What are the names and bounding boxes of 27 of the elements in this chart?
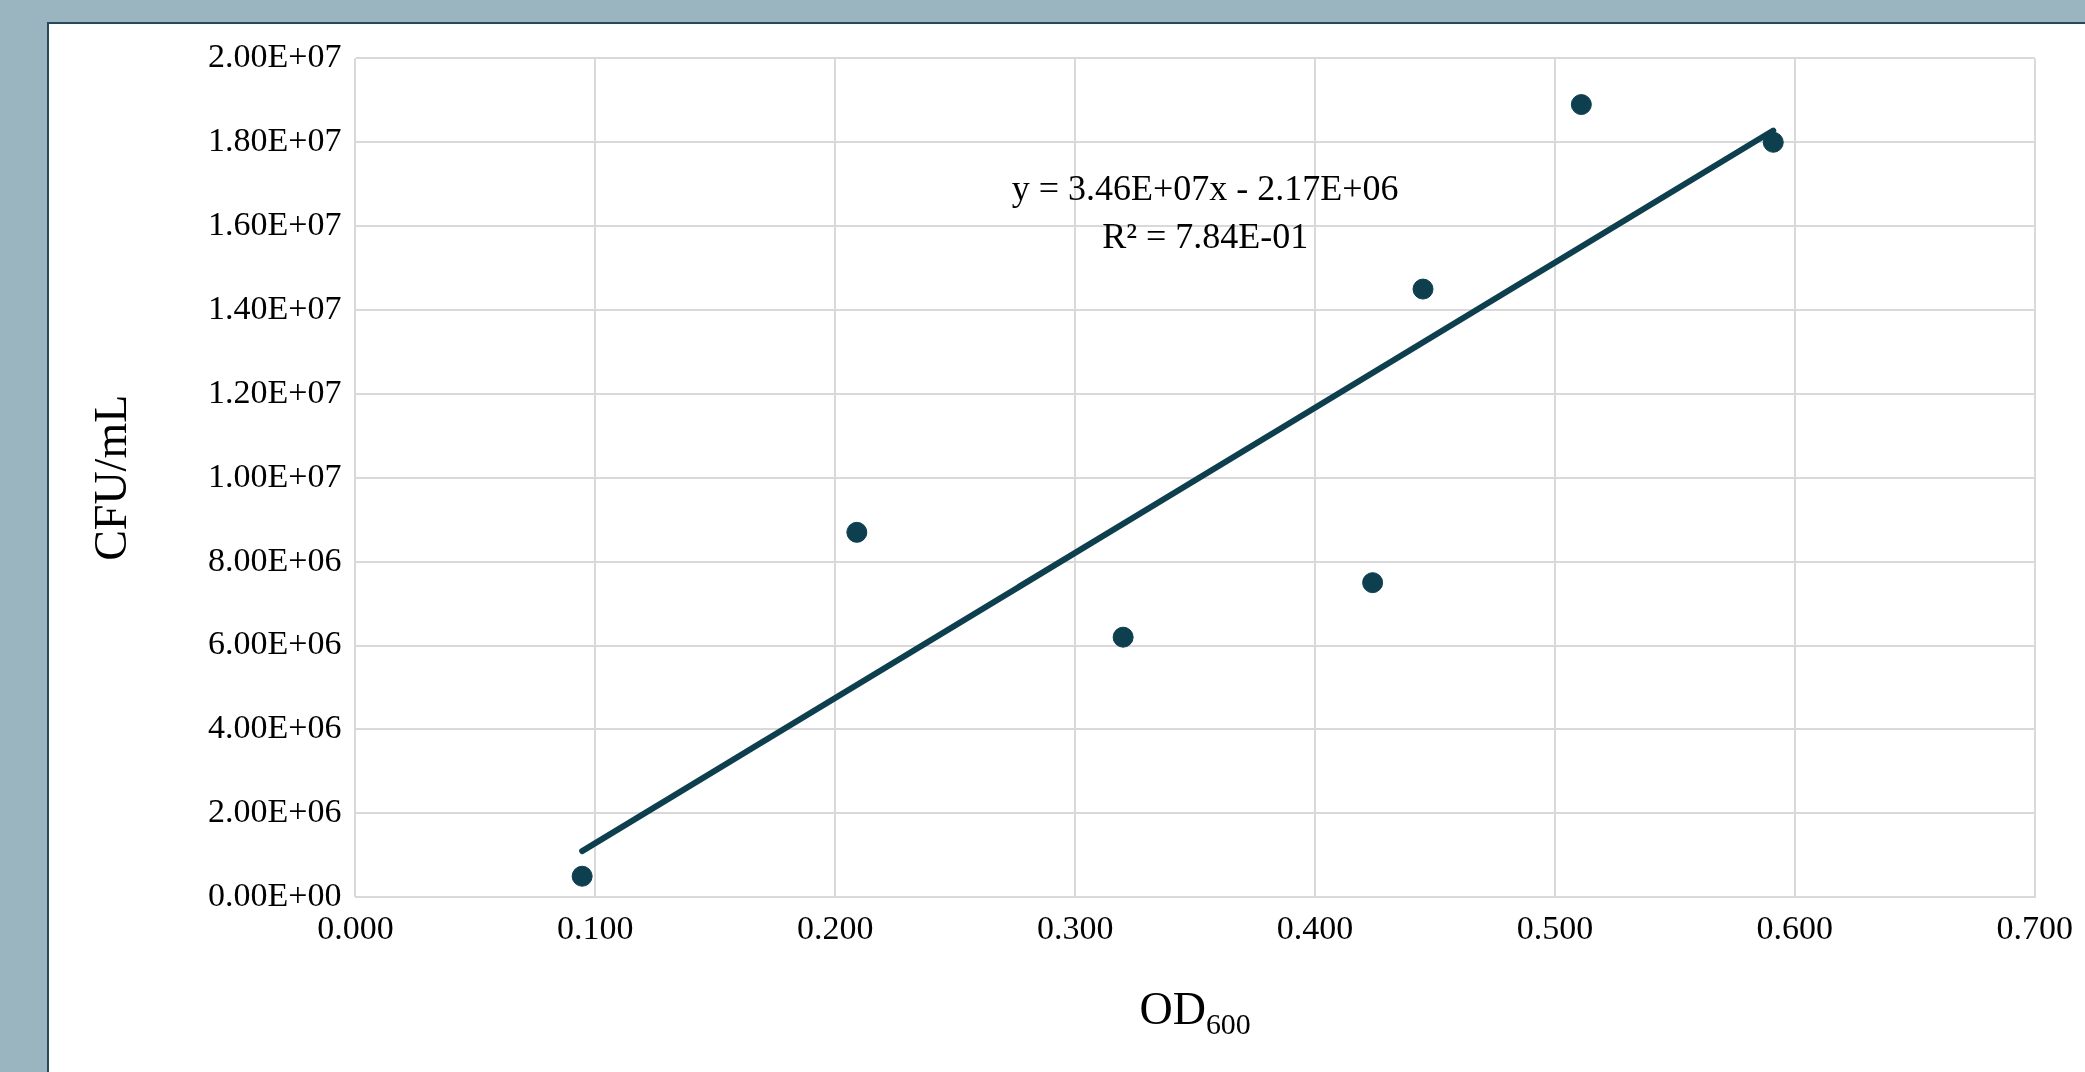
- y-axis-title: CFU/mL: [84, 394, 136, 561]
- x-tick-label: 0.400: [1276, 908, 1354, 946]
- point: [1112, 626, 1134, 648]
- y-tick-label: 1.20E+07: [207, 372, 342, 410]
- annotation: R² = 7.84E-01: [1102, 216, 1309, 257]
- x-tick-label: 0.200: [797, 908, 874, 946]
- y-tick-label: 1.40E+07: [207, 288, 342, 326]
- point: [1762, 131, 1784, 153]
- y-tick-label: 4.00E+06: [207, 708, 342, 746]
- y-tick-label: 2.00E+06: [207, 792, 342, 830]
- x-tick-label: 0.300: [1036, 908, 1114, 946]
- x-tick-label: 0.500: [1516, 908, 1594, 946]
- y-tick-label: 6.00E+06: [207, 624, 342, 662]
- x-tick-label: 0.100: [557, 908, 634, 946]
- x-tick-label: 0.700: [1996, 908, 2073, 946]
- point: [846, 521, 868, 543]
- y-tick-label: 1.60E+07: [207, 205, 342, 243]
- point: [1362, 572, 1384, 594]
- x-tick-label: 0.600: [1756, 908, 1834, 946]
- y-tick-label: 8.00E+06: [207, 540, 342, 578]
- y-tick-label: 2.00E+07: [207, 37, 342, 75]
- point: [1412, 278, 1434, 300]
- annotation: y = 3.46E+07x - 2.17E+06: [1011, 168, 1399, 209]
- y-tick-label: 1.80E+07: [207, 121, 342, 159]
- point: [1570, 94, 1592, 116]
- y-tick-label: 1.00E+07: [207, 456, 342, 494]
- point: [571, 865, 593, 887]
